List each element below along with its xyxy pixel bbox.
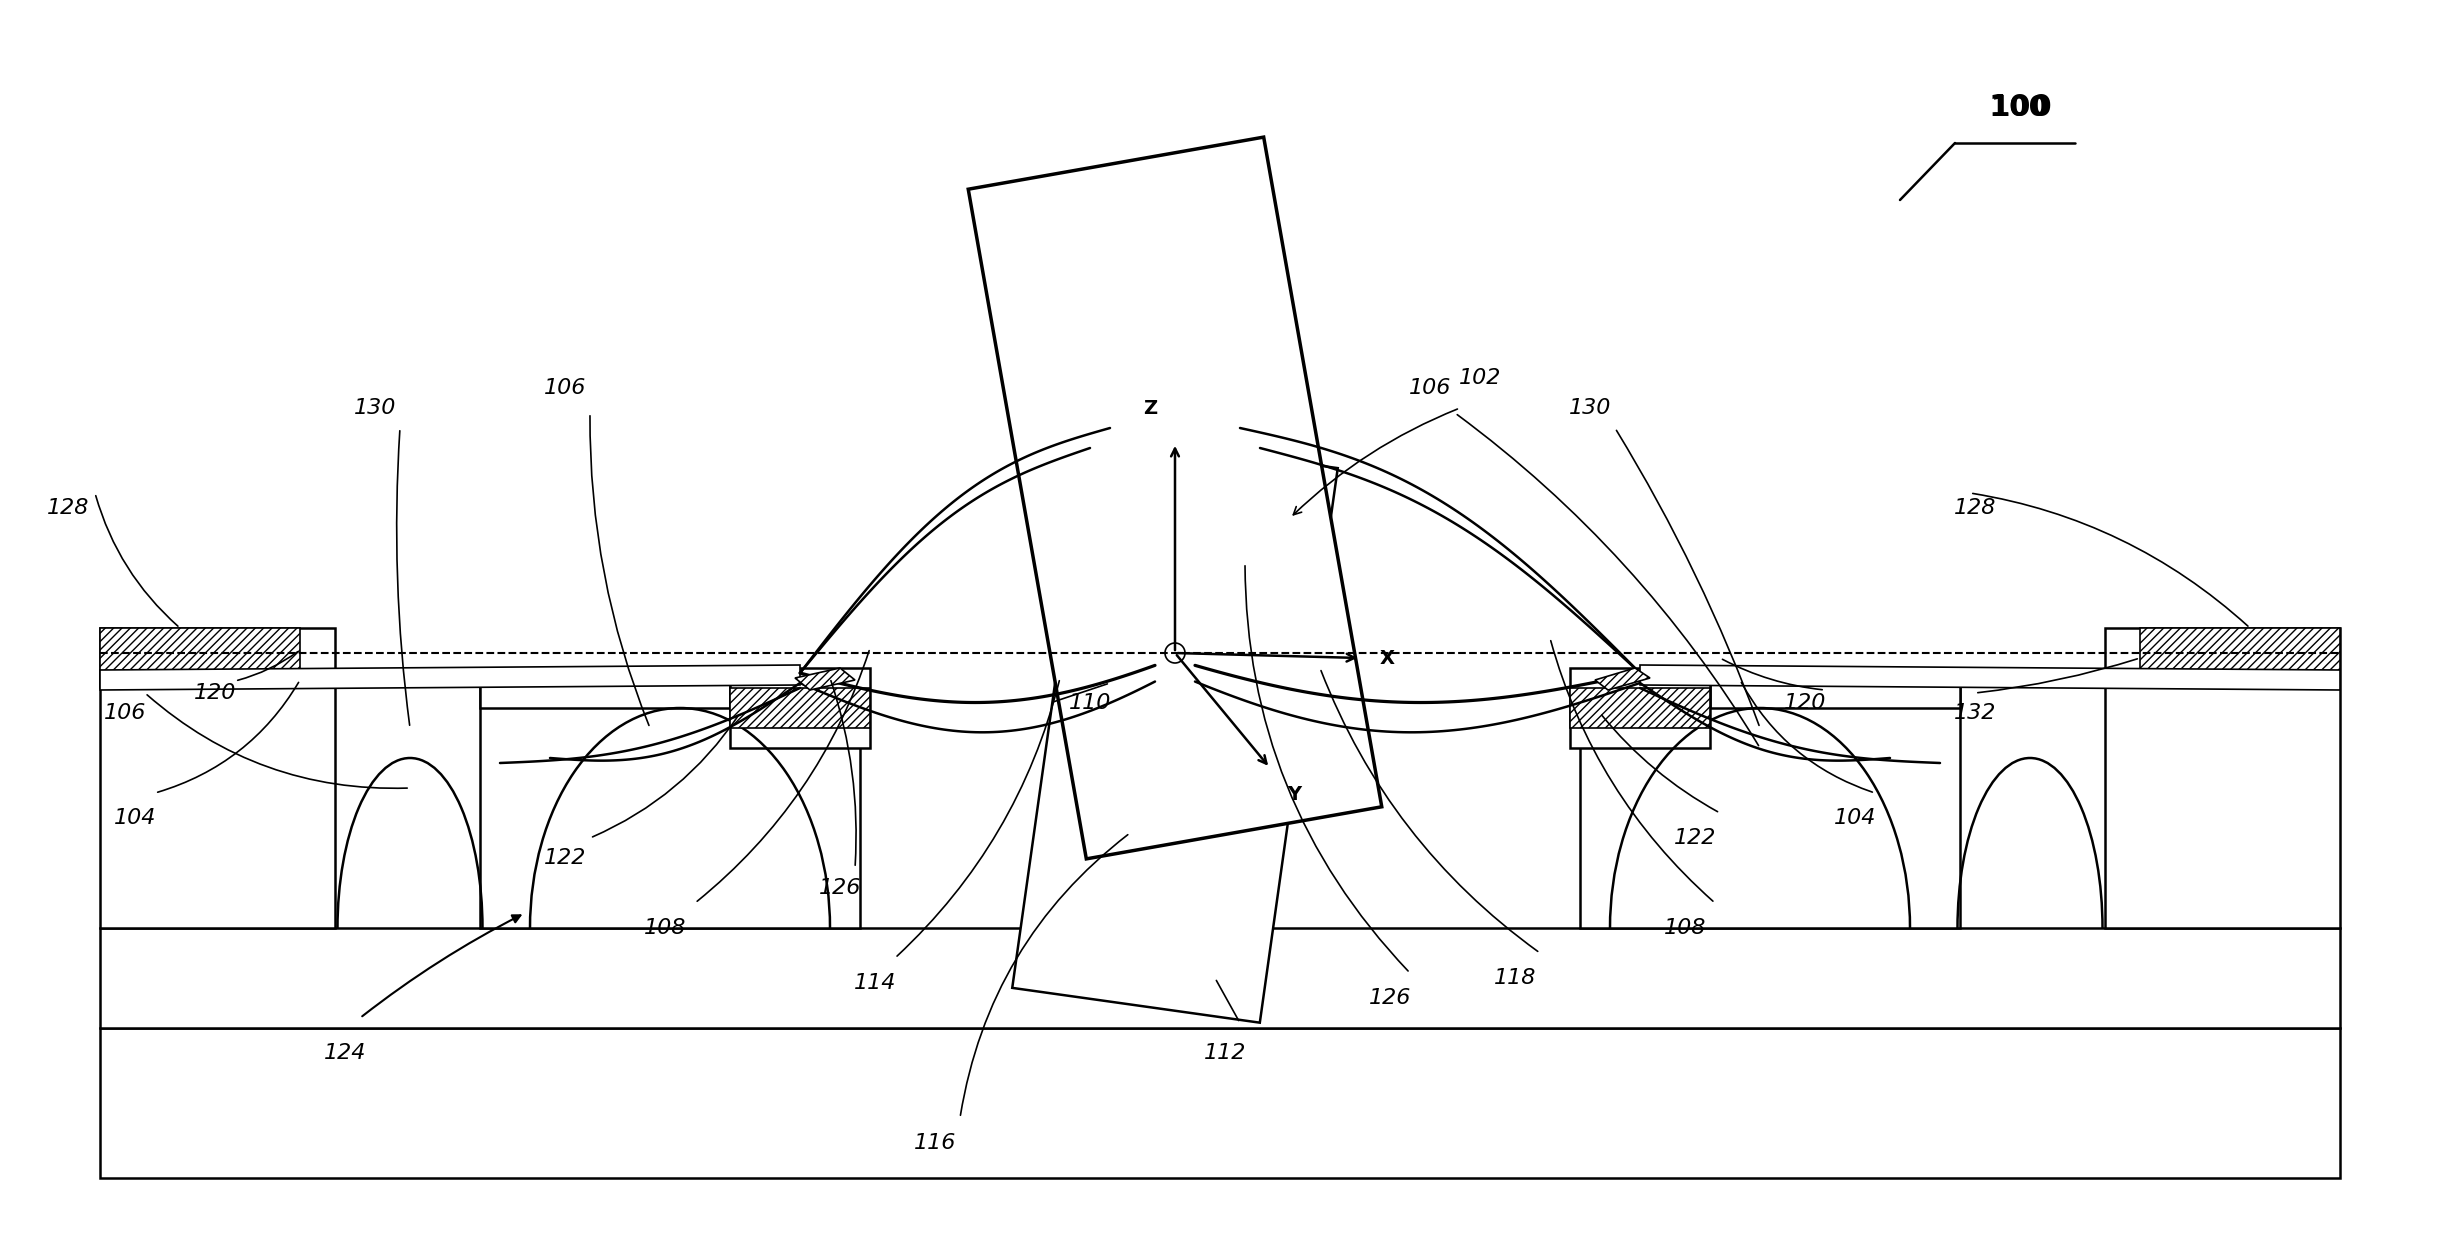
- Polygon shape: [730, 668, 871, 748]
- Text: Z: Z: [1142, 399, 1157, 418]
- Text: Y: Y: [1286, 785, 1301, 804]
- Text: 106: 106: [544, 378, 586, 398]
- Text: 118: 118: [1493, 968, 1537, 988]
- Text: 106: 106: [105, 703, 146, 723]
- Polygon shape: [100, 628, 334, 929]
- Text: 114: 114: [854, 973, 895, 993]
- Text: 108: 108: [1664, 919, 1706, 938]
- Polygon shape: [1640, 665, 2340, 690]
- Text: 132: 132: [1954, 703, 1996, 723]
- Text: 120: 120: [193, 683, 237, 703]
- Text: 110: 110: [1069, 693, 1110, 713]
- Polygon shape: [1581, 688, 1959, 929]
- Polygon shape: [2140, 628, 2340, 688]
- Text: 104: 104: [1835, 807, 1876, 827]
- Polygon shape: [1710, 668, 1959, 708]
- Text: 112: 112: [1203, 1043, 1247, 1063]
- Polygon shape: [481, 688, 859, 929]
- Text: 126: 126: [820, 879, 861, 899]
- Text: 128: 128: [1954, 498, 1996, 518]
- Text: 108: 108: [644, 919, 686, 938]
- Polygon shape: [1569, 688, 1710, 728]
- Text: 106: 106: [1408, 378, 1452, 398]
- Text: 130: 130: [354, 398, 395, 418]
- Polygon shape: [969, 137, 1381, 859]
- Text: 100: 100: [1991, 94, 2050, 122]
- Text: 126: 126: [1369, 988, 1410, 1008]
- Text: 128: 128: [46, 498, 90, 518]
- Text: 100: 100: [1989, 94, 2052, 122]
- Polygon shape: [100, 929, 2340, 1028]
- Polygon shape: [100, 665, 800, 690]
- Text: 122: 122: [544, 847, 586, 869]
- Polygon shape: [795, 668, 854, 690]
- Polygon shape: [481, 668, 730, 708]
- Text: 102: 102: [1459, 368, 1501, 388]
- Text: X: X: [1381, 649, 1396, 668]
- Polygon shape: [1596, 668, 1649, 690]
- Text: 124: 124: [325, 1043, 366, 1063]
- Text: 116: 116: [915, 1133, 956, 1153]
- Text: 130: 130: [1569, 398, 1610, 418]
- Text: 122: 122: [1674, 827, 1715, 847]
- Polygon shape: [100, 1028, 2340, 1178]
- Polygon shape: [1569, 668, 1710, 748]
- Text: 120: 120: [1784, 693, 1825, 713]
- Text: 104: 104: [115, 807, 156, 827]
- Polygon shape: [1013, 433, 1337, 1022]
- Polygon shape: [730, 688, 871, 728]
- Polygon shape: [100, 628, 300, 688]
- Polygon shape: [2106, 628, 2340, 929]
